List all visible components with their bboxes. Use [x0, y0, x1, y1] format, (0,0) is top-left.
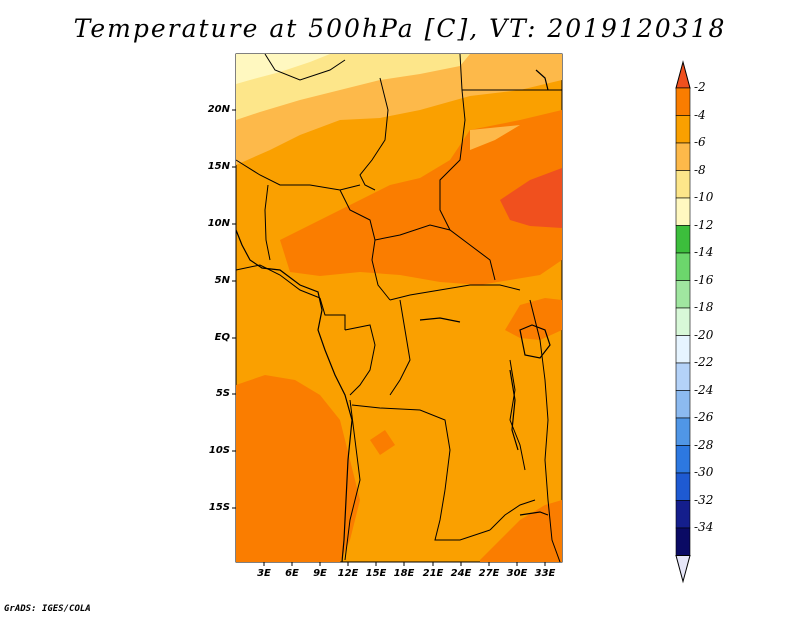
colorbar-segment	[675, 197, 691, 226]
lon-label: 18E	[393, 568, 415, 579]
contour-minus10	[236, 54, 470, 120]
lat-label: 10N	[207, 218, 230, 229]
lon-label: 27E	[478, 568, 500, 579]
colorbar-segment	[675, 142, 691, 171]
contour-minus4-southeast	[480, 500, 562, 562]
colorbar-segment	[675, 417, 691, 446]
credit-text: GrADS: IGES/COLA	[4, 604, 91, 614]
colorbar-segment	[675, 527, 691, 556]
axis-ticks	[232, 109, 546, 566]
lat-label: 15S	[208, 502, 230, 513]
contour-minus2-north	[500, 168, 562, 228]
lon-label: 12E	[337, 568, 359, 579]
colorbar-label: -10	[694, 190, 714, 204]
colorbar-label: -32	[694, 492, 714, 507]
lat-label: 15N	[207, 161, 230, 172]
contour-minus4-patch	[370, 430, 395, 455]
colorbar-segment	[675, 280, 691, 309]
lon-label: 33E	[534, 568, 556, 579]
lat-label: 5S	[215, 388, 230, 399]
colorbar-segment	[675, 445, 691, 474]
colorbar-label: -22	[694, 355, 714, 369]
lon-label: 21E	[422, 568, 444, 579]
colorbar-segment	[675, 87, 691, 116]
lon-label: 24E	[450, 568, 472, 579]
colorbar-label: -14	[694, 245, 714, 259]
colorbar-segment	[675, 307, 691, 336]
colorbar-segment	[675, 362, 691, 391]
colorbar-segment	[675, 115, 691, 144]
lon-label: 15E	[365, 568, 387, 579]
colorbar-segment	[675, 335, 691, 364]
colorbar-segment	[675, 472, 691, 501]
lat-label: 20N	[207, 104, 230, 115]
colorbar	[675, 60, 691, 584]
contour-minus12	[236, 54, 330, 84]
contour-minus4-southwest	[236, 375, 360, 562]
coastlines	[235, 69, 551, 563]
lon-label: 30E	[506, 568, 528, 579]
colorbar-label: -18	[694, 300, 714, 314]
colorbar-label: -2	[694, 80, 706, 94]
temperature-field	[236, 54, 562, 562]
colorbar-label: -4	[694, 107, 706, 122]
colorbar-segment	[675, 390, 691, 419]
colorbar-label: -34	[694, 520, 714, 534]
contour-minus6-east	[470, 125, 520, 150]
lat-label: EQ	[214, 332, 230, 343]
lat-label: 5N	[214, 275, 230, 286]
colorbar-segment	[675, 252, 691, 281]
colorbar-bottom-arrow	[675, 555, 691, 584]
lon-label: 6E	[285, 568, 299, 579]
colorbar-label: -12	[694, 217, 714, 232]
contour-minus4-north	[280, 110, 562, 285]
lon-label: 3E	[257, 568, 271, 579]
lon-label: 9E	[313, 568, 327, 579]
colorbar-label: -6	[694, 135, 706, 149]
map-title: Temperature at 500hPa [C], VT: 201912031…	[73, 14, 727, 43]
country-borders	[235, 53, 562, 563]
colorbar-label: -24	[694, 382, 714, 397]
colorbar-label: -16	[694, 272, 714, 287]
colorbar-segment	[675, 170, 691, 199]
contour-minus4-lakes	[505, 298, 562, 340]
colorbar-label: -26	[694, 410, 714, 424]
colorbar-top-arrow	[675, 60, 691, 89]
colorbar-label: -20	[694, 327, 714, 342]
colorbar-label: -8	[694, 162, 706, 177]
colorbar-segment	[675, 500, 691, 529]
colorbar-label: -28	[694, 437, 714, 452]
lat-label: 10S	[208, 445, 230, 456]
colorbar-label: -30	[694, 465, 714, 479]
colorbar-segment	[675, 225, 691, 254]
